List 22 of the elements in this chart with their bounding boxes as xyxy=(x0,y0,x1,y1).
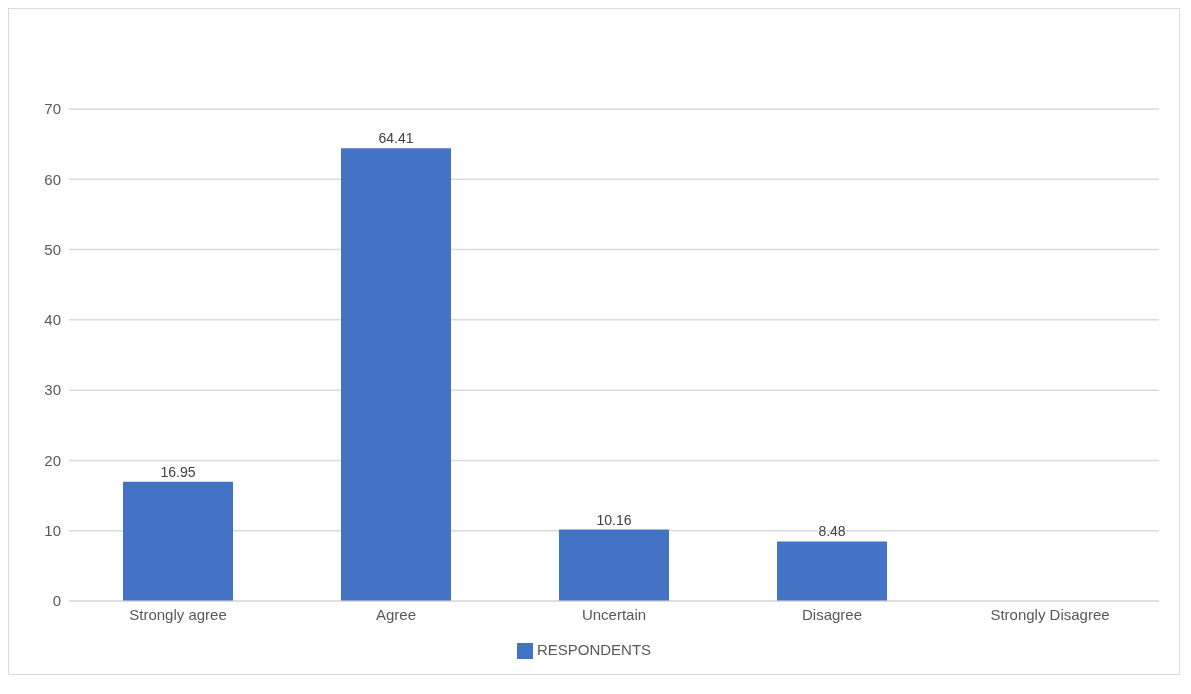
data-label: 10.16 xyxy=(596,511,632,528)
bar xyxy=(341,148,451,601)
x-tick-label: Disagree xyxy=(801,605,863,623)
y-tick-label: 0 xyxy=(52,592,61,610)
x-tick-label: Strongly Disagree xyxy=(990,605,1110,623)
y-tick-label: 30 xyxy=(44,381,61,399)
y-tick-label: 40 xyxy=(44,311,61,329)
data-label: 16.95 xyxy=(160,463,196,480)
bar xyxy=(777,541,887,601)
x-tick-label: Uncertain xyxy=(581,605,647,623)
y-tick-label: 10 xyxy=(44,522,61,540)
x-tick-label: Agree xyxy=(375,605,417,623)
y-tick-label: 50 xyxy=(44,240,61,258)
y-tick-label: 60 xyxy=(44,170,61,188)
legend-label: RESPONDENTS xyxy=(536,641,652,658)
y-tick-label: 70 xyxy=(44,100,61,118)
x-tick-label: Strongly agree xyxy=(129,605,227,623)
bar xyxy=(559,529,669,601)
data-label: 8.48 xyxy=(818,523,846,540)
bar xyxy=(123,481,233,601)
data-label: 64.41 xyxy=(378,130,414,147)
y-tick-label: 20 xyxy=(44,451,61,469)
